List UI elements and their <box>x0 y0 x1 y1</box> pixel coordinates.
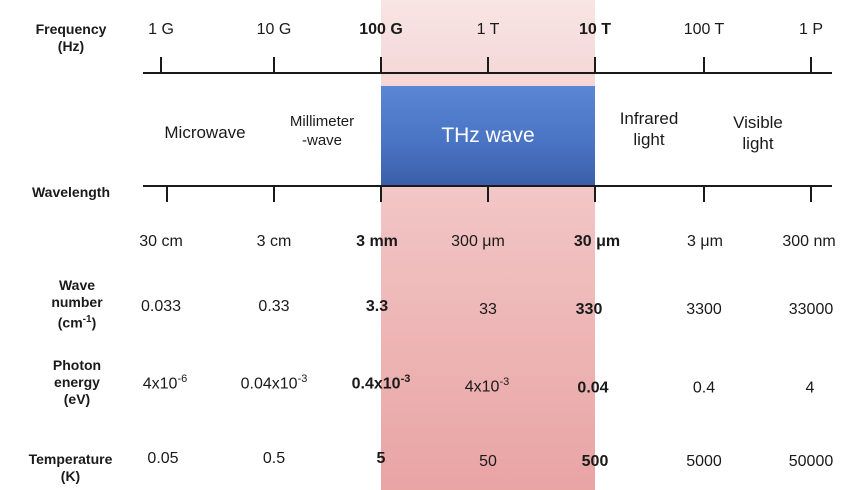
temperature-value: 0.5 <box>262 450 286 467</box>
temperature-value: 0.05 <box>147 450 179 467</box>
frequency-tick <box>703 57 705 73</box>
photon-energy-exp: -3 <box>499 376 510 388</box>
thz-wave-label: THz wave <box>441 124 535 147</box>
photon-energy-label-line1: Photon <box>52 357 102 373</box>
wave-number-value: 3.3 <box>365 298 389 315</box>
temperature-value: 50 <box>479 453 497 470</box>
photon-energy-value: 4 <box>806 377 815 397</box>
wave-number-value: 0.033 <box>140 298 182 315</box>
wavelength-value: 3 mm <box>356 233 398 250</box>
region-visible-line2: light <box>742 134 774 153</box>
photon-energy-exp: -3 <box>400 373 411 385</box>
thz-wave-box: THz wave <box>381 86 595 186</box>
wave-number-value: 3300 <box>686 301 722 318</box>
region-infrared-line1: Infrared <box>619 109 679 128</box>
photon-energy-base: 4x10 <box>142 375 178 393</box>
wavelength-label: Wavelength <box>31 184 111 200</box>
frequency-tick <box>380 57 382 73</box>
frequency-tick <box>160 57 162 73</box>
temperature-value: 50000 <box>788 453 834 470</box>
photon-energy-value: 0.04 <box>577 377 608 397</box>
frequency-tick-label: 1 T <box>476 21 500 38</box>
photon-energy-value: 0.4x10-3 <box>352 373 411 393</box>
region-microwave: Microwave <box>164 123 246 142</box>
wavelength-tick <box>703 186 705 202</box>
wave-number-label-line2: number <box>51 294 103 310</box>
frequency-tick-label: 100 G <box>359 21 403 38</box>
region-infrared-line2: light <box>633 130 665 149</box>
wave-number-value: 33000 <box>788 301 834 318</box>
temperature-value: 5000 <box>686 453 722 470</box>
photon-energy-value: 4x10-3 <box>465 376 509 396</box>
frequency-label-line1: Frequency <box>35 21 107 37</box>
wavelength-value: 30 cm <box>139 233 183 250</box>
frequency-tick-label: 1 G <box>148 21 174 38</box>
frequency-tick <box>810 57 812 73</box>
frequency-tick <box>487 57 489 73</box>
wave-number-unit: (cm-1) <box>57 314 97 331</box>
wave-number-unit-exp: -1 <box>82 314 92 325</box>
wavelength-value: 3 cm <box>256 233 292 250</box>
region-millimeter-wave: Millimeter -wave <box>290 112 354 150</box>
frequency-tick-label: 1 P <box>798 21 824 38</box>
wave-number-value: 33 <box>479 301 497 318</box>
temperature-label: Temperature (K) <box>8 451 133 485</box>
region-infrared-light: Infrared light <box>620 108 679 150</box>
wavelength-tick <box>166 186 168 202</box>
photon-energy-exp: -6 <box>177 373 188 385</box>
frequency-tick-label: 10 T <box>578 21 612 38</box>
frequency-axis <box>143 72 832 74</box>
photon-energy-value: 0.4 <box>693 377 715 397</box>
wavelength-tick <box>487 186 489 202</box>
wave-number-value: 0.33 <box>258 298 290 315</box>
photon-energy-base: 0.04x10 <box>240 375 298 393</box>
wavelength-tick <box>380 186 382 202</box>
frequency-label-line2: (Hz) <box>57 38 85 54</box>
photon-energy-label: Photon energy (eV) <box>27 357 127 408</box>
photon-energy-exp: -3 <box>297 373 308 385</box>
photon-energy-base: 4x10 <box>464 378 500 396</box>
temperature-label-line1: Temperature <box>28 451 113 467</box>
frequency-tick-label: 10 G <box>256 21 292 38</box>
region-visible-line1: Visible <box>733 113 783 132</box>
wavelength-value: 30 μm <box>573 233 621 250</box>
temperature-value: 5 <box>376 450 386 467</box>
wavelength-tick <box>594 186 596 202</box>
wave-number-unit-base: cm <box>62 314 83 331</box>
photon-energy-base: 0.4x10 <box>351 375 401 393</box>
photon-energy-base: 0.4 <box>692 379 716 397</box>
frequency-tick-label: 100 T <box>683 21 725 38</box>
photon-energy-value: 0.04x10-3 <box>241 373 308 393</box>
region-millimeter-line2: -wave <box>301 132 343 149</box>
temperature-value: 500 <box>581 453 609 470</box>
wavelength-value: 3 μm <box>687 233 723 250</box>
photon-energy-base: 0.04 <box>577 379 609 397</box>
wavelength-tick <box>810 186 812 202</box>
frequency-label: Frequency (Hz) <box>16 21 126 55</box>
region-visible-light: Visible light <box>733 112 783 154</box>
frequency-tick <box>273 57 275 73</box>
photon-energy-base: 4 <box>805 379 815 397</box>
temperature-label-line2: (K) <box>60 468 81 484</box>
region-millimeter-line1: Millimeter <box>289 113 355 130</box>
photon-energy-value: 4x10-6 <box>143 373 187 393</box>
wavelength-value: 300 μm <box>451 233 505 250</box>
photon-energy-label-line2: energy <box>54 374 100 390</box>
wave-number-value: 330 <box>575 301 603 318</box>
thz-band-highlight <box>381 0 595 490</box>
photon-energy-label-line3: (eV) <box>63 391 91 407</box>
wave-number-label: Wave number (cm-1) <box>27 277 127 332</box>
frequency-tick <box>594 57 596 73</box>
wavelength-tick <box>273 186 275 202</box>
wave-number-label-line1: Wave <box>58 277 96 293</box>
wavelength-value: 300 nm <box>782 233 836 250</box>
